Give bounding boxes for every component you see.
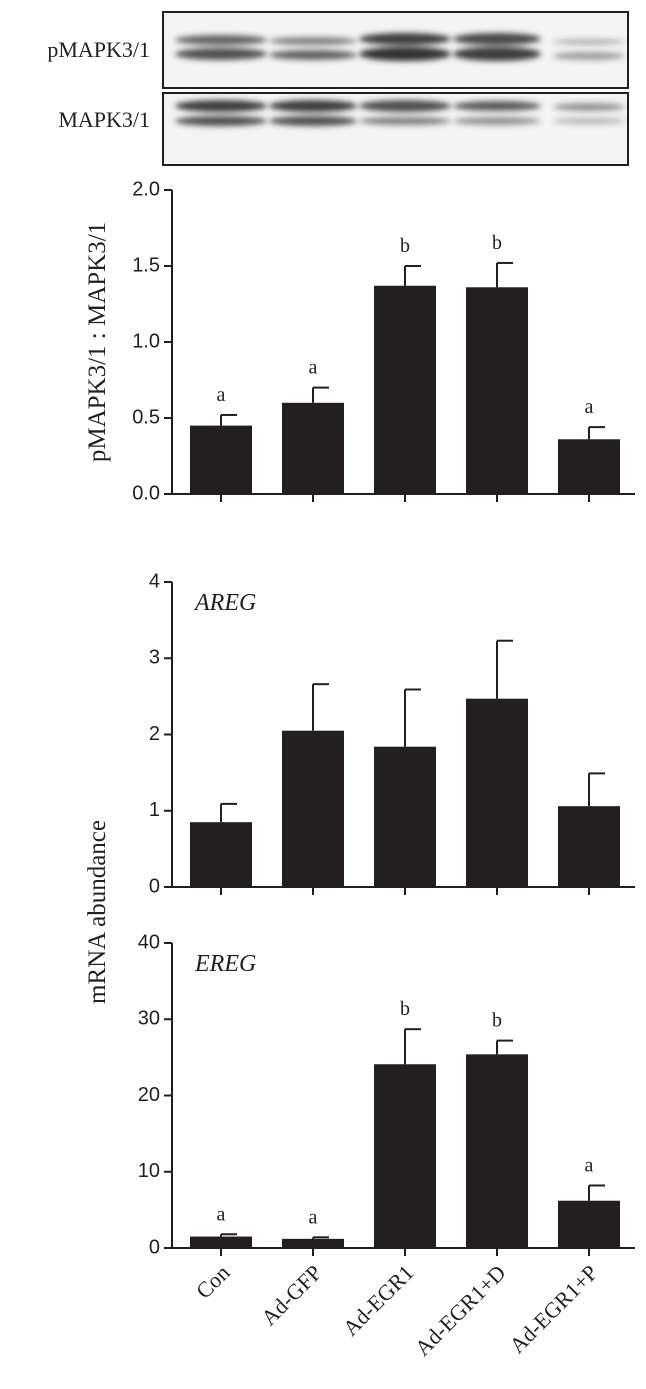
x-tick-label: Ad-EGR1 <box>338 1260 419 1341</box>
bar <box>282 731 344 887</box>
page: {"blots": ["pMAPK3/1", "MAPK3/1"], "char… <box>0 0 646 1389</box>
bar <box>190 1237 252 1248</box>
y-tick-label: 0.5 <box>132 406 160 428</box>
y-tick-label: 2 <box>149 723 160 745</box>
bar <box>374 747 436 887</box>
x-tick-label: Ad-EGR1+P <box>504 1260 602 1358</box>
bar <box>282 1239 344 1248</box>
significance-letter: b <box>492 1010 502 1032</box>
y-tick-label: 3 <box>149 647 160 669</box>
y-axis-title: pMAPK3/1 : MAPK3/1 <box>84 222 111 462</box>
x-tick-label: Ad-EGR1+D <box>410 1260 511 1361</box>
y-tick-label: 1.5 <box>132 254 160 276</box>
significance-letter: b <box>400 998 410 1020</box>
bar <box>190 822 252 887</box>
bar <box>558 806 620 887</box>
bar <box>466 287 528 494</box>
significance-letter: a <box>585 396 594 418</box>
y-tick-label: 0 <box>149 875 160 897</box>
blot-panel: pMAPK3/1 MAPK3/1 <box>47 12 628 165</box>
figure: pMAPK3/1 MAPK3/1 0.0 0.5 1.0 1.5 2.0 a a b b a 0 1 2… <box>0 0 646 1389</box>
y-tick-label: 30 <box>138 1008 160 1030</box>
y-tick-label: 40 <box>138 931 160 953</box>
y-tick-label: 2.0 <box>132 178 160 200</box>
significance-letter: a <box>309 1206 318 1228</box>
significance-letter: a <box>217 384 226 406</box>
y-tick-label: 10 <box>138 1160 160 1182</box>
significance-letter: b <box>492 232 502 254</box>
gene-label: AREG <box>193 590 256 616</box>
significance-letter: a <box>585 1154 594 1176</box>
x-tick-label: Con <box>191 1260 235 1304</box>
y-axis-title: mRNA abundance <box>84 820 111 1004</box>
x-tick-label: Ad-GFP <box>256 1260 326 1330</box>
blot-label: pMAPK3/1 <box>47 37 150 62</box>
bar <box>466 1054 528 1248</box>
bar <box>558 439 620 494</box>
bar <box>558 1201 620 1248</box>
bar <box>282 403 344 494</box>
y-tick-label: 0.0 <box>132 482 160 504</box>
blot-label: MAPK3/1 <box>58 107 150 132</box>
bar <box>466 699 528 887</box>
gene-label: EREG <box>194 951 256 977</box>
bar <box>190 426 252 494</box>
bar <box>374 1064 436 1248</box>
y-tick-label: 4 <box>149 570 160 592</box>
y-tick-label: 0 <box>149 1236 160 1258</box>
y-tick-label: 1.0 <box>132 330 160 352</box>
significance-letter: a <box>309 357 318 379</box>
significance-letter: b <box>400 235 410 257</box>
y-tick-label: 20 <box>138 1084 160 1106</box>
significance-letter: a <box>217 1203 226 1225</box>
y-tick-label: 1 <box>149 799 160 821</box>
bar <box>374 286 436 494</box>
